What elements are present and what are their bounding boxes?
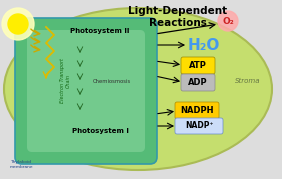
FancyBboxPatch shape — [27, 30, 145, 152]
Circle shape — [218, 11, 238, 31]
Text: Chemiosmosis: Chemiosmosis — [93, 79, 131, 83]
Text: Electron Transport
Chain: Electron Transport Chain — [60, 59, 70, 103]
Circle shape — [2, 8, 34, 40]
Text: ADP: ADP — [188, 78, 208, 87]
Circle shape — [8, 14, 28, 34]
Text: O₂: O₂ — [222, 16, 234, 25]
Text: Stroma: Stroma — [235, 78, 261, 84]
Text: Thylakoid
membrane: Thylakoid membrane — [10, 160, 34, 169]
FancyBboxPatch shape — [175, 118, 223, 134]
Text: NADP⁺: NADP⁺ — [185, 122, 213, 130]
FancyBboxPatch shape — [15, 18, 157, 164]
FancyBboxPatch shape — [181, 74, 215, 91]
FancyBboxPatch shape — [175, 102, 219, 119]
Text: Photosystem I: Photosystem I — [72, 128, 128, 134]
Ellipse shape — [4, 8, 272, 170]
FancyBboxPatch shape — [181, 57, 215, 74]
Text: Light-Dependent
Reactions: Light-Dependent Reactions — [128, 6, 228, 28]
Text: Photosystem II: Photosystem II — [70, 28, 130, 34]
Text: ATP: ATP — [189, 61, 207, 70]
Text: H₂O: H₂O — [188, 37, 220, 52]
Text: NADPH: NADPH — [180, 106, 214, 115]
